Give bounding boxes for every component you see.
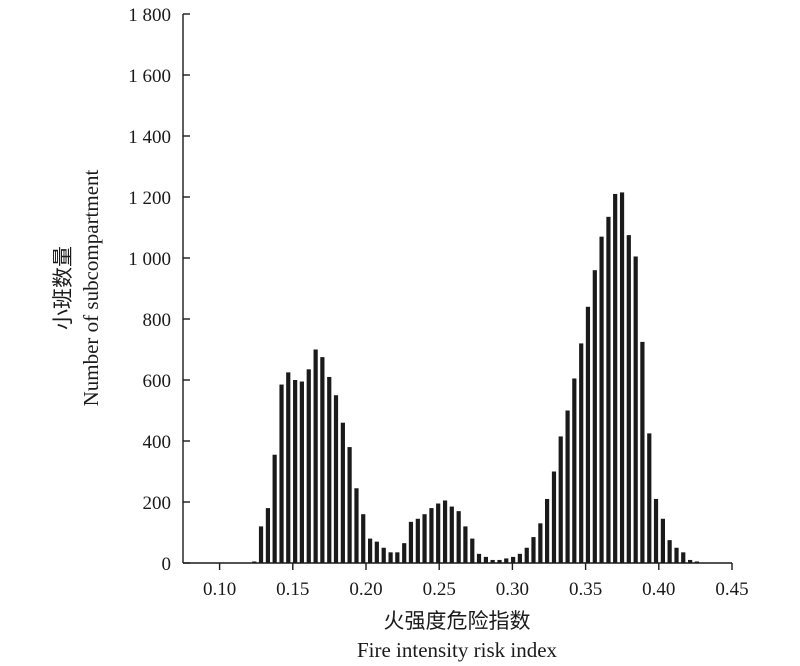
y-tick-label: 1 600 — [128, 66, 171, 87]
bar — [327, 376, 332, 563]
bar — [545, 498, 550, 563]
bar — [415, 518, 420, 563]
bar — [599, 236, 604, 563]
bar — [361, 514, 366, 563]
bar — [653, 498, 659, 563]
x-tick-label: 0.35 — [569, 579, 602, 600]
bar — [585, 306, 591, 563]
bar — [252, 561, 257, 563]
bar — [258, 526, 264, 563]
x-tick-label: 0.40 — [642, 579, 675, 600]
x-ticks-group: 0.10 0.15 0.20 0.25 0.30 0.35 0.40 0.45 — [203, 563, 749, 600]
bar — [619, 192, 625, 564]
bar — [272, 454, 277, 563]
y-tick-label: 0 — [162, 554, 172, 575]
x-tick-label: 0.15 — [276, 579, 309, 600]
x-tick-label: 0.25 — [423, 579, 456, 600]
bar — [306, 369, 311, 563]
y-tick-label: 800 — [143, 310, 172, 331]
bar — [408, 521, 414, 563]
bar — [681, 552, 686, 563]
bar — [340, 422, 345, 563]
bar — [429, 508, 434, 563]
bar — [558, 436, 563, 563]
bar — [674, 547, 679, 563]
bar — [320, 357, 325, 564]
x-tick-label: 0.45 — [715, 579, 748, 600]
bar — [579, 343, 584, 563]
bars-group — [252, 192, 699, 564]
bar — [449, 506, 454, 563]
bar — [395, 552, 400, 563]
bar — [483, 556, 488, 563]
bar — [442, 500, 448, 563]
bar — [293, 380, 298, 563]
bar — [531, 537, 536, 563]
bar — [436, 503, 441, 563]
bar — [626, 235, 631, 564]
bar — [368, 538, 373, 563]
x-axis-label-chinese: 火强度危险指数 — [384, 609, 531, 633]
bar — [504, 558, 509, 563]
bar — [381, 547, 386, 563]
bar — [660, 518, 665, 563]
bar — [388, 552, 393, 563]
bar — [694, 561, 699, 563]
bar — [286, 372, 291, 564]
bar — [354, 488, 359, 563]
y-axis-label-english: Number of subcompartment — [79, 169, 103, 406]
bar — [374, 541, 379, 563]
bar — [422, 514, 427, 563]
y-tick-label: 1 400 — [128, 127, 171, 148]
bar — [592, 270, 597, 563]
bar — [265, 508, 271, 563]
bar — [476, 553, 482, 563]
bar — [606, 216, 611, 563]
bar — [538, 523, 543, 563]
bar — [497, 559, 502, 563]
bar — [402, 543, 407, 563]
x-axis-label-english: Fire intensity risk index — [357, 638, 558, 662]
bar — [333, 395, 339, 563]
bar — [313, 349, 318, 563]
y-tick-label: 400 — [143, 432, 172, 453]
y-tick-label: 1 000 — [128, 249, 171, 270]
bar — [647, 433, 652, 564]
bar — [279, 384, 284, 563]
bar — [633, 256, 638, 563]
bar — [511, 556, 516, 563]
bar — [524, 547, 529, 563]
bar — [470, 538, 475, 563]
bar — [456, 511, 461, 563]
y-ticks-group: 0 200 400 600 800 1 000 1 200 1 400 1 600 1 800 — [128, 5, 190, 575]
bar — [517, 553, 522, 563]
bar — [667, 540, 672, 564]
x-tick-label: 0.30 — [496, 579, 529, 600]
bar — [572, 378, 577, 563]
x-tick-label: 0.20 — [349, 579, 382, 600]
bar — [551, 471, 557, 563]
bar — [565, 410, 570, 563]
y-axis-label-chinese: 小班数量 — [51, 246, 75, 330]
bar — [688, 559, 693, 563]
y-tick-label: 600 — [143, 371, 172, 392]
bar — [490, 559, 495, 563]
bar — [640, 341, 645, 564]
x-tick-label: 0.10 — [203, 579, 236, 600]
y-tick-label: 200 — [143, 493, 172, 514]
bar — [463, 526, 468, 563]
bar — [347, 447, 352, 563]
y-tick-label: 1 800 — [128, 5, 171, 26]
y-tick-label: 1 200 — [128, 188, 171, 209]
bar — [613, 193, 618, 563]
bar — [299, 381, 304, 563]
